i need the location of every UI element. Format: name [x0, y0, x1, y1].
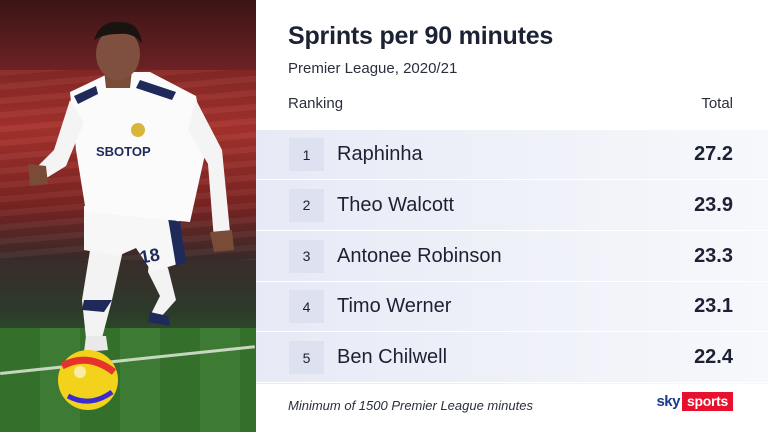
chart-title: Sprints per 90 minutes — [288, 22, 554, 50]
rank-badge: 1 — [289, 138, 324, 171]
table-row: 3 Antonee Robinson 23.3 — [256, 232, 768, 282]
player-name: Ben Chilwell — [337, 346, 448, 369]
sprint-total: 23.1 — [694, 295, 733, 318]
player-name: Timo Werner — [337, 295, 452, 318]
player-figure: SBOTOP 18 — [28, 21, 234, 410]
player-name: Antonee Robinson — [337, 244, 502, 267]
rank-badge: 4 — [289, 290, 324, 324]
rank-badge: 5 — [289, 341, 324, 375]
stats-panel: Sprints per 90 minutes Premier League, 2… — [256, 0, 768, 432]
pitch — [0, 328, 256, 432]
column-header-ranking: Ranking — [288, 95, 344, 112]
sprint-total: 23.9 — [694, 193, 733, 216]
chart-subtitle: Premier League, 2020/21 — [288, 60, 458, 77]
shirt-sponsor-text: SBOTOP — [96, 144, 151, 159]
player-photo: SBOTOP 18 — [0, 0, 256, 432]
logo-sports-text: sports — [682, 392, 733, 411]
table-row: 5 Ben Chilwell 22.4 — [256, 333, 768, 384]
table-row: 1 Raphinha 27.2 — [256, 130, 768, 180]
rank-badge: 3 — [289, 239, 324, 273]
column-header-total: Total — [701, 95, 733, 112]
logo-sky-text: sky — [656, 393, 680, 410]
table-row: 4 Timo Werner 23.1 — [256, 282, 768, 333]
footnote: Minimum of 1500 Premier League minutes — [288, 398, 533, 413]
player-name: Theo Walcott — [337, 193, 455, 216]
sprint-total: 22.4 — [694, 346, 733, 369]
rank-badge: 2 — [289, 188, 324, 222]
table-row: 2 Theo Walcott 23.9 — [256, 181, 768, 231]
ranking-table: 1 Raphinha 27.2 2 Theo Walcott 23.9 3 Antonee R… — [256, 130, 768, 384]
sprint-total: 23.3 — [694, 244, 733, 267]
sky-sports-logo: sky sports — [656, 392, 733, 411]
player-name: Raphinha — [337, 143, 423, 165]
shirt-number: 18 — [138, 244, 161, 267]
sprint-total: 27.2 — [694, 143, 733, 165]
